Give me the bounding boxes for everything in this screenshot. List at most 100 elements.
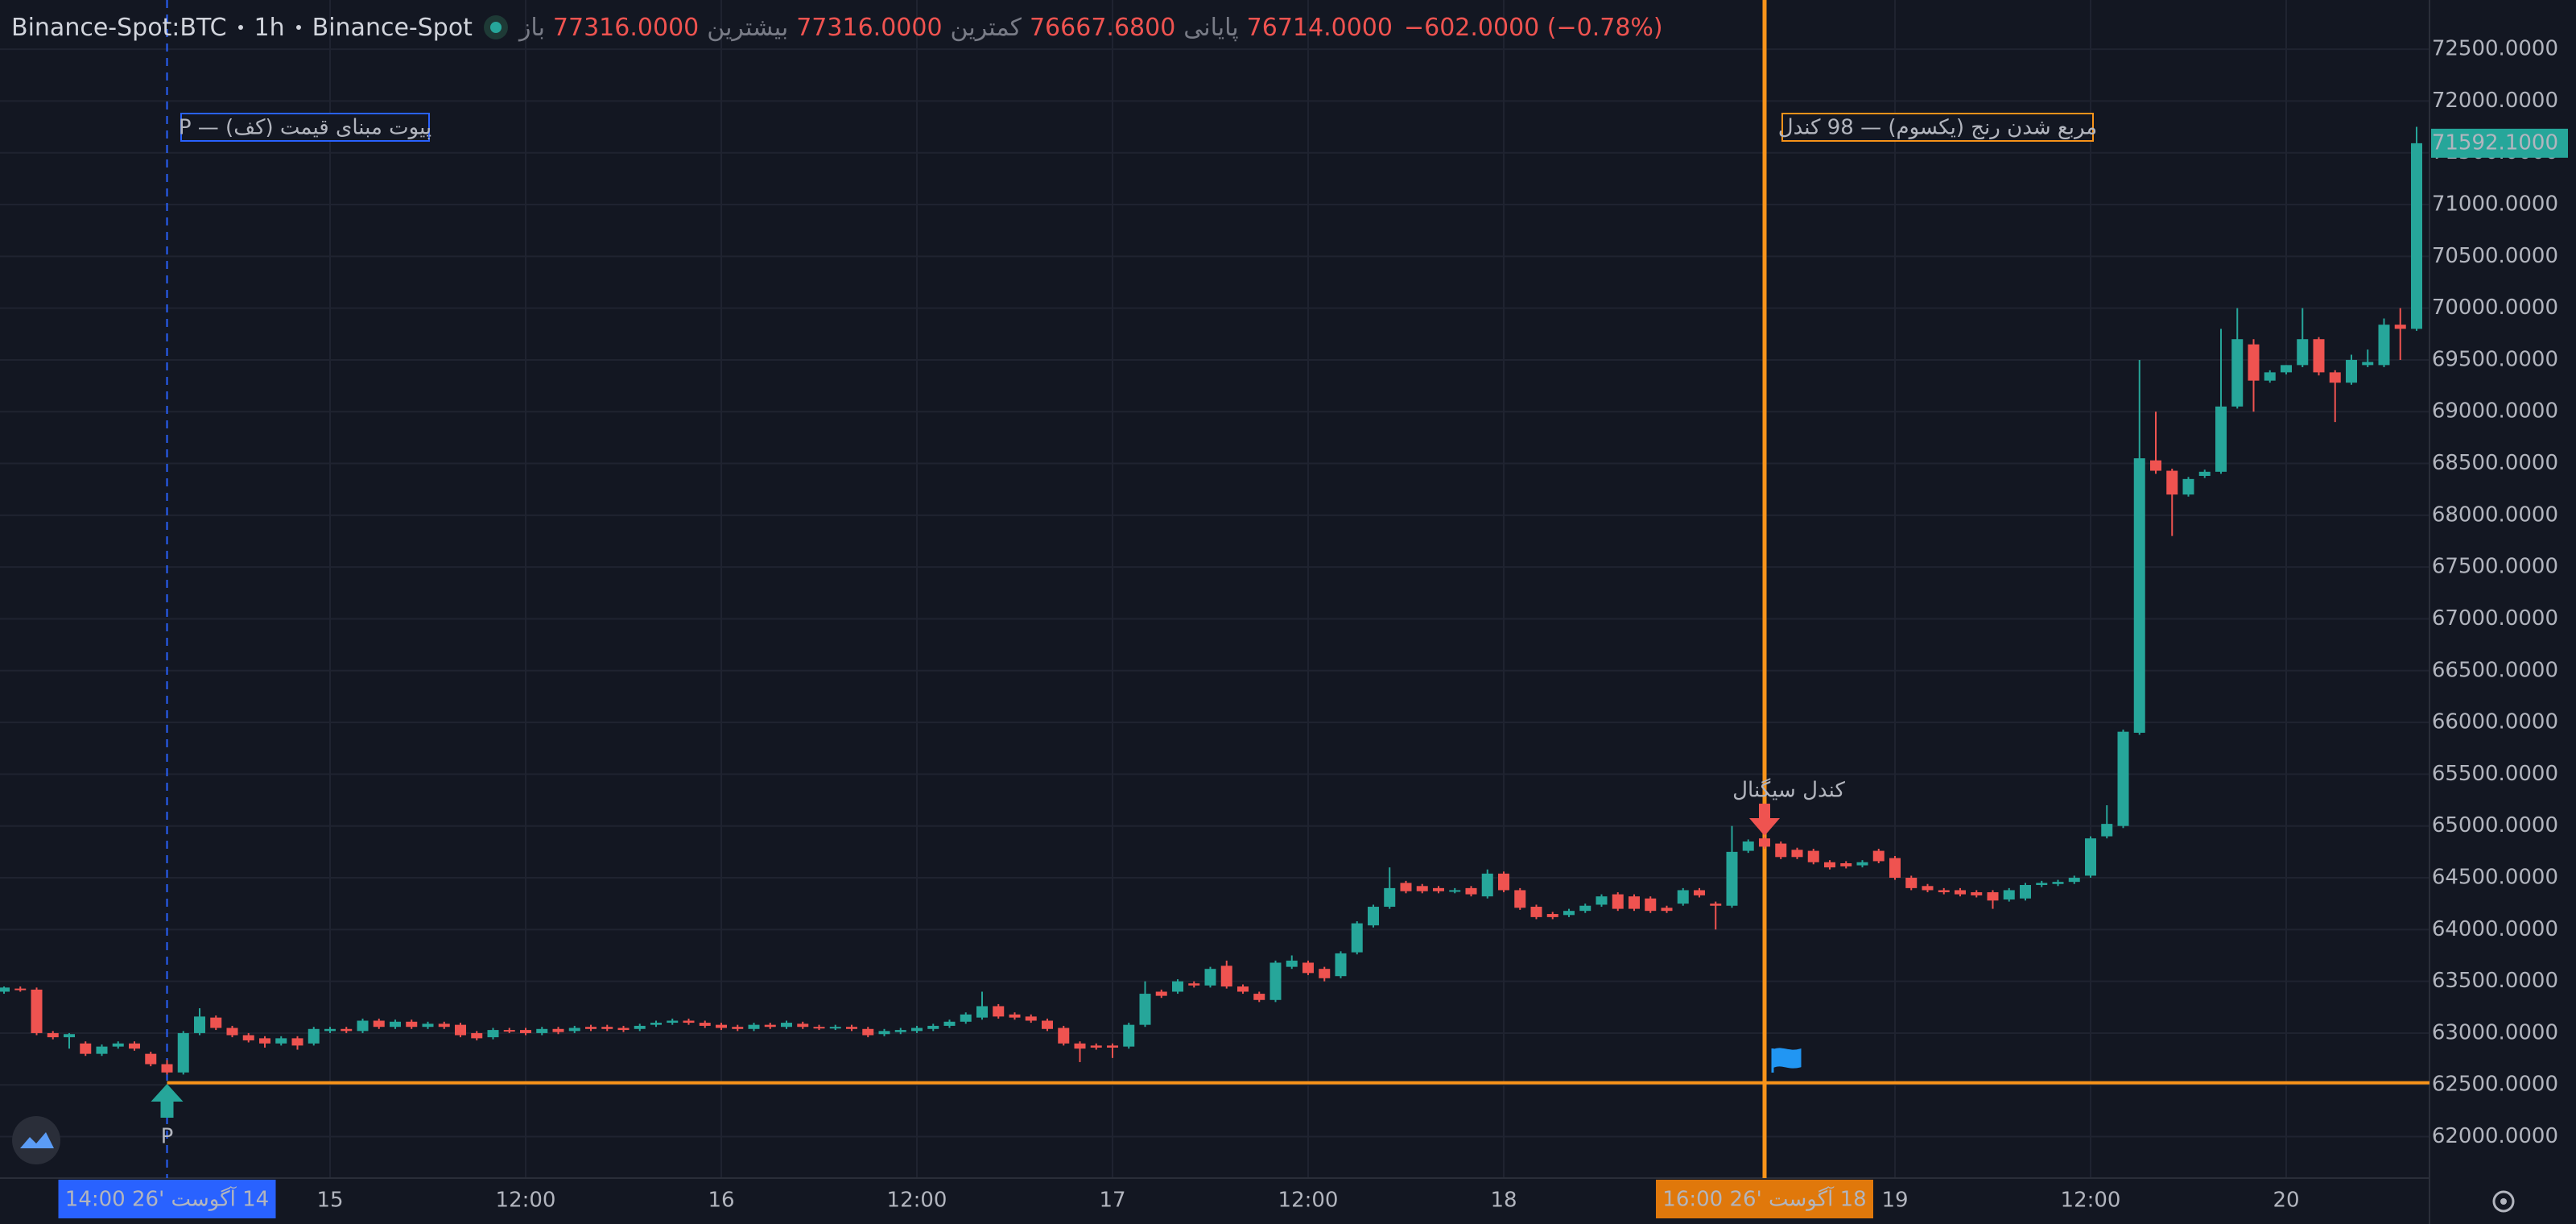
candle-body — [943, 1021, 956, 1026]
candle-body — [976, 1006, 988, 1018]
candle-body — [797, 1023, 809, 1028]
candle-body — [291, 1038, 303, 1046]
candle-body — [422, 1023, 434, 1028]
candle-body — [2264, 372, 2276, 381]
candle-body — [960, 1014, 972, 1022]
candle-body — [1481, 873, 1493, 897]
last-price-box — [2431, 128, 2568, 158]
y-tick-label: 63500.0000 — [2432, 969, 2558, 993]
candle-body — [781, 1023, 792, 1028]
candle-body — [650, 1023, 662, 1025]
y-tick-label: 72000.0000 — [2432, 89, 2558, 113]
candle-body — [1253, 994, 1265, 1000]
candle-body — [1889, 858, 1901, 879]
candle-body — [2020, 885, 2031, 899]
candle-body — [829, 1027, 841, 1029]
candle-body — [1368, 907, 1379, 926]
candle-body — [1009, 1014, 1021, 1018]
candle-body — [242, 1035, 254, 1040]
candle-body — [617, 1028, 630, 1031]
y-tick-label: 70500.0000 — [2432, 244, 2558, 268]
y-tick-label: 65500.0000 — [2432, 762, 2558, 786]
candle-body — [699, 1023, 711, 1026]
candle-body — [2411, 143, 2422, 329]
time-highlight — [58, 1180, 276, 1218]
candle-body — [129, 1043, 140, 1049]
candle-body — [813, 1027, 825, 1029]
candle-body — [161, 1064, 173, 1073]
ohlc-label: بیشترین — [707, 13, 789, 42]
candle-body — [911, 1028, 923, 1032]
candle-body — [1335, 953, 1347, 977]
candle-body — [1645, 898, 1657, 912]
candle-body — [1856, 862, 1868, 866]
y-tick-label: 67000.0000 — [2432, 606, 2558, 631]
candle-body — [31, 989, 43, 1033]
settings-icon[interactable] — [2492, 1190, 2515, 1213]
candle-body — [1579, 905, 1591, 912]
candle-body — [259, 1038, 270, 1044]
candle-body — [1905, 878, 1918, 888]
candle-body — [2215, 406, 2227, 472]
candle-body — [1677, 890, 1689, 904]
candle-body — [194, 1016, 205, 1033]
candle-body — [1791, 850, 1803, 858]
change: −602.0000 (−0.78%) — [1403, 13, 1663, 42]
range-box-text: مربع شدن رنج (یکسوم) — 98 کندل — [1778, 116, 2098, 140]
ohlc-value: 76714.0000 — [1246, 13, 1393, 42]
y-tick-label: 64000.0000 — [2432, 917, 2558, 941]
candle-body — [2166, 470, 2178, 495]
candle-body — [520, 1030, 531, 1033]
candle-body — [1987, 892, 1999, 901]
signal-arrow — [1749, 804, 1780, 836]
candle-body — [1726, 851, 1738, 906]
y-tick-label: 66500.0000 — [2432, 658, 2558, 682]
y-tick-label: 68000.0000 — [2432, 502, 2558, 527]
symbol[interactable]: Binance-Spot:BTC — [11, 13, 227, 42]
candle-body — [1107, 1045, 1118, 1048]
x-tick-label: 12:00 — [496, 1189, 556, 1213]
y-tick-label: 72500.0000 — [2432, 37, 2558, 61]
x-tick-label: 14 آگوست '26 14:00 — [65, 1186, 269, 1212]
candle-body — [568, 1028, 580, 1032]
candle-body — [1188, 983, 1200, 986]
candle-body — [1090, 1045, 1102, 1048]
candle-body — [1563, 911, 1575, 916]
candle-body — [1840, 863, 1852, 866]
candle-body — [2313, 339, 2325, 373]
candle-body — [64, 1034, 75, 1038]
candle-body — [2248, 344, 2260, 381]
interval[interactable]: 1h — [254, 13, 285, 42]
candle-body — [927, 1025, 939, 1029]
x-tick-label: 12:00 — [887, 1189, 947, 1213]
candle-body — [1530, 907, 1542, 917]
candle-body — [585, 1027, 597, 1029]
candle-body — [47, 1032, 59, 1038]
exchange: Binance-Spot — [312, 13, 473, 42]
x-tick-label: 12:00 — [1278, 1189, 1339, 1213]
separator — [295, 25, 301, 30]
candle-body — [1546, 914, 1558, 917]
y-tick-label: 69000.0000 — [2432, 399, 2558, 424]
candle-body — [390, 1021, 401, 1028]
candle-body — [1955, 890, 1966, 895]
range-box — [1781, 113, 2094, 142]
candle-body — [2068, 878, 2080, 883]
candle-body — [878, 1031, 890, 1035]
candle-body — [1351, 923, 1363, 953]
candle-body — [552, 1028, 564, 1032]
candle-body — [145, 1053, 157, 1065]
candle-body — [1514, 890, 1526, 908]
candle-body — [1319, 969, 1331, 978]
candle-body — [1596, 896, 1608, 905]
candle-body — [2085, 838, 2096, 876]
x-tick-label: 18 آگوست '26 16:00 — [1662, 1186, 1866, 1212]
candle-body — [764, 1024, 776, 1028]
signal-label: کندل سیگنال — [1732, 778, 1845, 803]
ohlc-label: کمترین — [950, 13, 1022, 42]
candle-body — [2378, 325, 2390, 366]
x-tick-label: 12:00 — [2061, 1189, 2121, 1213]
candle-body — [716, 1024, 727, 1028]
